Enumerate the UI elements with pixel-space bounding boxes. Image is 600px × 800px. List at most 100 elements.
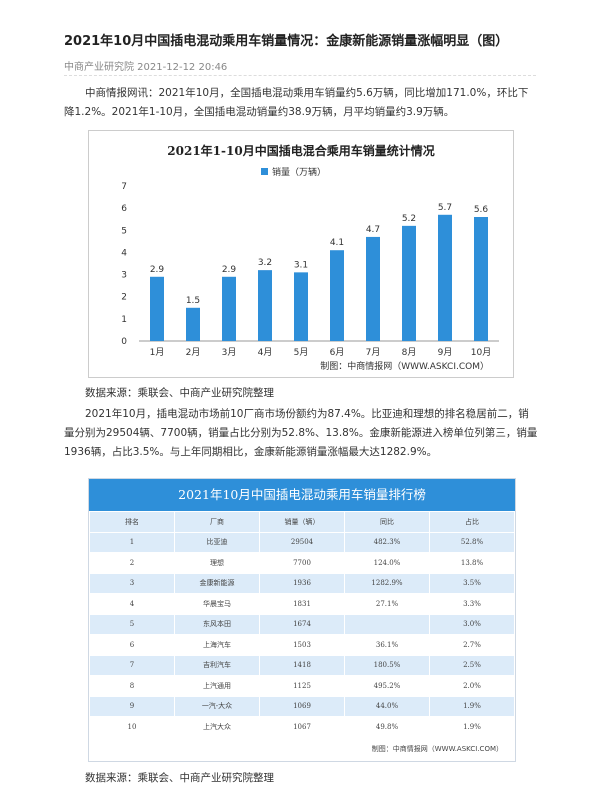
table-cell: 上汽通用 [174, 675, 260, 697]
y-tick-label: 4 [121, 248, 127, 258]
table-cell: 2.7% [429, 634, 515, 656]
table-row: 5 东风本田 1674 3.0% [89, 613, 515, 635]
table-row: 8 上汽通用 1125 495.2% 2.0% [89, 675, 515, 697]
table-cell: 1 [89, 531, 175, 553]
table-cell: 华晨宝马 [174, 593, 260, 615]
column-header: 占比 [429, 511, 515, 533]
data-label: 3.1 [294, 260, 308, 270]
table-row: 9 一汽-大众 1069 44.0% 1.9% [89, 695, 515, 717]
column-header: 厂商 [174, 511, 260, 533]
bar [222, 276, 236, 341]
table-row: 2 理想 7700 124.0% 13.8% [89, 552, 515, 574]
data-label: 5.7 [438, 203, 452, 213]
table-cell: 27.1% [344, 593, 430, 615]
column-header: 同比 [344, 511, 430, 533]
table-cell: 52.8% [429, 531, 515, 553]
data-label: 2.9 [222, 265, 237, 275]
y-tick-label: 3 [121, 271, 127, 281]
bar [474, 217, 488, 341]
column-header: 排名 [89, 511, 175, 533]
table-title: 2021年10月中国插电混动乘用车销量排行榜 [89, 479, 515, 511]
bar [186, 307, 200, 341]
bar [366, 236, 380, 341]
table-cell: 金康新能源 [174, 572, 260, 594]
x-tick-label: 5月 [294, 347, 309, 358]
table-cell: 44.0% [344, 695, 430, 717]
table-cell: 比亚迪 [174, 531, 260, 553]
table-cell: 2 [89, 552, 175, 574]
table-cell: 124.0% [344, 552, 430, 574]
table-cell: 1418 [259, 654, 345, 676]
table-cell: 7700 [259, 552, 345, 574]
divider [64, 75, 536, 76]
table-cell: 1936 [259, 572, 345, 594]
y-tick-label: 2 [121, 293, 127, 303]
paragraph-2: 2021年10月，插电混动市场前10厂商市场份额约为87.4%。比亚迪和理想的排… [64, 408, 538, 458]
bar [438, 214, 452, 341]
table-cell: 3.0% [429, 613, 515, 635]
table-cell: 1.9% [429, 716, 515, 738]
table-cell: 1125 [259, 675, 345, 697]
table-cell: 上汽大众 [174, 716, 260, 738]
x-tick-label: 7月 [366, 347, 381, 358]
table-row: 7 吉利汽车 1418 180.5% 2.5% [89, 654, 515, 676]
table-cell: 3.5% [429, 572, 515, 594]
table-cell: 8 [89, 675, 175, 697]
bar [258, 270, 272, 341]
table-cell: 2.0% [429, 675, 515, 697]
chart-title: 2021年1-10月中国插电混合乘用车销量统计情况 [167, 143, 434, 158]
table-cell: 7 [89, 654, 175, 676]
table-cell: 3 [89, 572, 175, 594]
column-header: 销量（辆） [259, 511, 345, 533]
table-cell: 1.9% [429, 695, 515, 717]
table-row: 3 金康新能源 1936 1282.9% 3.5% [89, 572, 515, 594]
data-label: 4.7 [366, 225, 380, 235]
data-source-1: 数据来源：乘联会、中商产业研究院整理 [85, 387, 274, 399]
x-tick-label: 6月 [330, 347, 345, 358]
table-cell: 1282.9% [344, 572, 430, 594]
bar [402, 225, 416, 341]
table-cell: 5 [89, 613, 175, 635]
table-cell: 1069 [259, 695, 345, 717]
x-tick-label: 4月 [258, 347, 273, 358]
table-cell: 理想 [174, 552, 260, 574]
y-tick-label: 0 [121, 337, 127, 347]
table-cell: 1503 [259, 634, 345, 656]
x-tick-label: 8月 [402, 347, 417, 358]
table-cell: 4 [89, 593, 175, 615]
data-label: 2.9 [150, 265, 165, 275]
table-cell: 9 [89, 695, 175, 717]
bar [330, 250, 344, 341]
table-cell: 482.3% [344, 531, 430, 553]
legend-label: 销量（万辆） [272, 166, 326, 178]
table-cell: 吉利汽车 [174, 654, 260, 676]
table-cell: 10 [89, 716, 175, 738]
article-title: 2021年10月中国插电混动乘用车销量情况：金康新能源销量涨幅明显（图） [64, 34, 509, 49]
data-label: 5.6 [474, 205, 489, 215]
legend-swatch [261, 168, 268, 175]
table-cell: 上海汽车 [174, 634, 260, 656]
table-header-row: 排名 厂商 销量（辆） 同比 占比 [89, 511, 515, 533]
table-cell: 1831 [259, 593, 345, 615]
ranking-table: 2021年10月中国插电混动乘用车销量排行榜 排名 厂商 销量（辆） 同比 占比 1 比亚迪… [88, 478, 516, 762]
bar [294, 272, 308, 341]
table-cell: 1674 [259, 613, 345, 635]
table-cell: 13.8% [429, 552, 515, 574]
table-cell: 6 [89, 634, 175, 656]
y-tick-label: 1 [121, 315, 127, 325]
y-tick-label: 7 [121, 182, 127, 192]
table-row: 4 华晨宝马 1831 27.1% 3.3% [89, 593, 515, 615]
x-tick-label: 2月 [186, 347, 201, 358]
data-source-2: 数据来源：乘联会、中商产业研究院整理 [85, 772, 274, 784]
table-row: 1 比亚迪 29504 482.3% 52.8% [89, 531, 515, 553]
table-cell: 29504 [259, 531, 345, 553]
paragraph-1: 中商情报网讯：2021年10月，全国插电混动乘用车销量约5.6万辆，同比增加17… [64, 87, 529, 118]
table-cell [344, 613, 430, 635]
table-cell: 东风本田 [174, 613, 260, 635]
table-cell: 36.1% [344, 634, 430, 656]
table-cell: 180.5% [344, 654, 430, 676]
data-label: 4.1 [330, 238, 344, 248]
table-cell: 495.2% [344, 675, 430, 697]
